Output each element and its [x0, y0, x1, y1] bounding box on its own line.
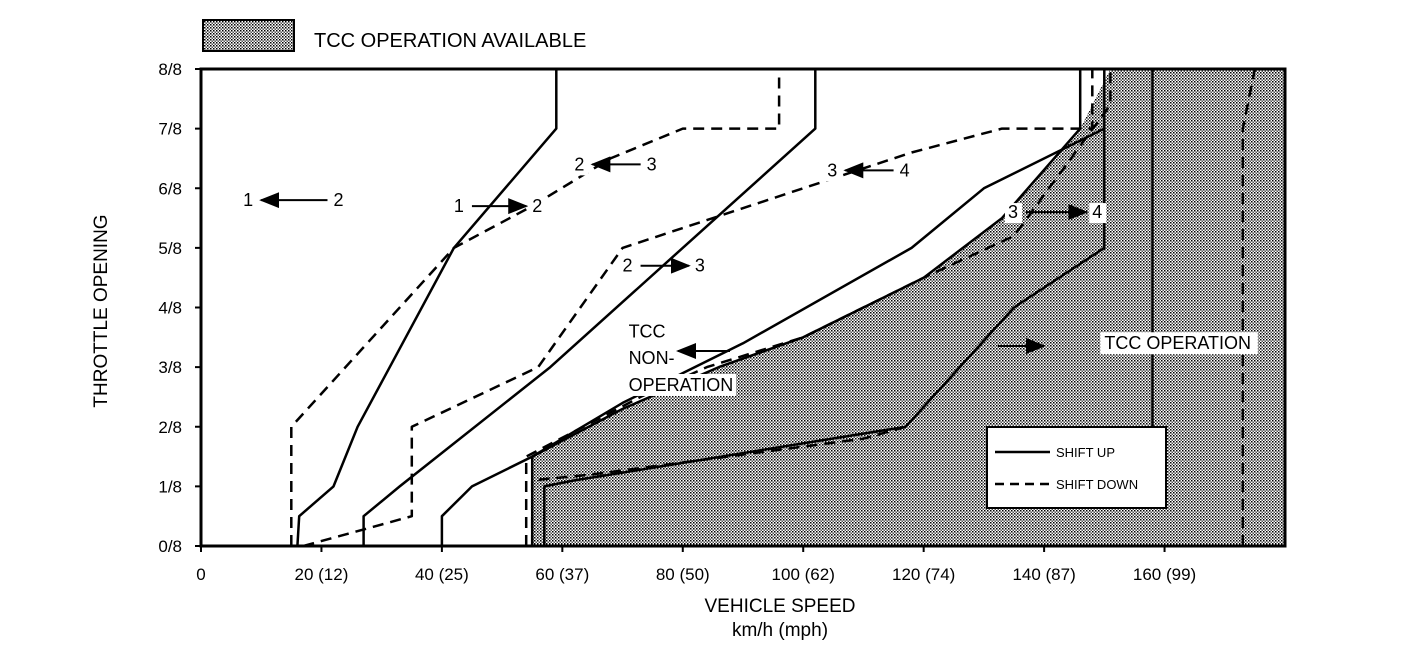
annotation-label: TCC	[629, 321, 666, 341]
y-tick-label: 6/8	[158, 179, 182, 198]
series-line-11-dashed	[1241, 68, 1257, 546]
series-line-9-dashed	[530, 425, 906, 546]
annotation-bg	[624, 347, 679, 370]
annotation-label: 2	[333, 190, 343, 210]
y-tick-label: 5/8	[158, 239, 182, 258]
annotation-label: 4	[900, 160, 910, 180]
x-tick-label: 140 (87)	[1012, 565, 1075, 584]
legend-box	[986, 426, 1167, 509]
series-line-5-solid	[440, 69, 1082, 546]
x-tick-label: 20 (12)	[295, 565, 349, 584]
x-axis-title: VEHICLE SPEED	[705, 596, 856, 617]
y-tick-label: 8/8	[158, 60, 182, 79]
x-axis-unit: km/h (mph)	[732, 620, 828, 641]
annotations: 1 2 1 2 2 3 2 3 3 4 3 4 TCC NON- OPERATION TCC OPERATIO…	[240, 154, 1258, 396]
annotation-bg	[1100, 332, 1258, 355]
annotation-label: 3	[695, 256, 705, 276]
annotation-bg	[624, 320, 668, 343]
axis-ticks: 0 20 (12) 40 (25) 60 (37) 80 (50) 100 (62) 120…	[158, 60, 1196, 584]
annotation-label: 2	[623, 256, 633, 276]
annotation-label: 1	[454, 196, 464, 216]
chart-title: TCC OPERATION AVAILABLE	[314, 30, 586, 52]
series-line-4-dashed	[303, 69, 1094, 548]
y-tick-label: 7/8	[158, 120, 182, 139]
y-axis-title: THROTTLE OPENING	[91, 214, 112, 407]
annotation-bg	[1004, 203, 1022, 224]
annotation-label: TCC OPERATION	[1104, 333, 1251, 353]
tcc-operation-shaded-region	[532, 69, 1285, 546]
annotation-bg	[330, 191, 348, 212]
y-tick-label: 1/8	[158, 477, 182, 496]
annotation-bg	[529, 197, 547, 218]
annotation-bg	[643, 155, 661, 176]
series-line-7-solid	[530, 127, 1105, 546]
y-tick-label: 4/8	[158, 299, 182, 318]
annotation-bg	[240, 191, 258, 212]
x-tick-label: 100 (62)	[772, 565, 835, 584]
series-line-8-solid	[543, 69, 1106, 546]
annotation-bg	[571, 155, 589, 176]
annotation-bg	[1089, 203, 1107, 224]
x-tick-label: 120 (74)	[892, 565, 955, 584]
y-tick-label: 3/8	[158, 358, 182, 377]
annotation-label: 4	[1092, 202, 1102, 222]
annotation-label: 1	[243, 190, 253, 210]
x-tick-label: 160 (99)	[1133, 565, 1196, 584]
series-line-2-dashed	[290, 69, 781, 546]
legend-label-shift-up: SHIFT UP	[1056, 445, 1115, 460]
annotation-label: 3	[827, 160, 837, 180]
annotation-label: 2	[532, 196, 542, 216]
x-tick-label: 80 (50)	[656, 565, 710, 584]
legend: SHIFT UP SHIFT DOWN	[986, 426, 1167, 509]
annotation-bg	[896, 161, 914, 182]
annotation-bg	[624, 373, 737, 396]
annotation-bg	[824, 161, 842, 182]
tcc-operation-area	[532, 69, 1285, 546]
legend-label-shift-down: SHIFT DOWN	[1056, 477, 1138, 492]
series-line-3-solid	[362, 69, 817, 546]
annotation-label: NON-	[629, 348, 675, 368]
x-tick-label: 60 (37)	[535, 565, 589, 584]
y-tick-label: 2/8	[158, 418, 182, 437]
x-tick-label: 40 (25)	[415, 565, 469, 584]
annotation-label: 3	[647, 154, 657, 174]
annotation-label: 3	[1008, 202, 1018, 222]
series-line-1-solid	[296, 69, 558, 547]
annotation-label: OPERATION	[629, 375, 734, 395]
shift-lines	[290, 68, 1257, 548]
annotation-bg	[619, 256, 637, 277]
annotation-label: 2	[574, 154, 584, 174]
x-tick-label: 0	[196, 565, 205, 584]
y-tick-label: 0/8	[158, 537, 182, 556]
annotation-bg	[691, 256, 709, 277]
annotation-bg	[450, 197, 468, 218]
tcc-available-swatch	[202, 19, 295, 52]
